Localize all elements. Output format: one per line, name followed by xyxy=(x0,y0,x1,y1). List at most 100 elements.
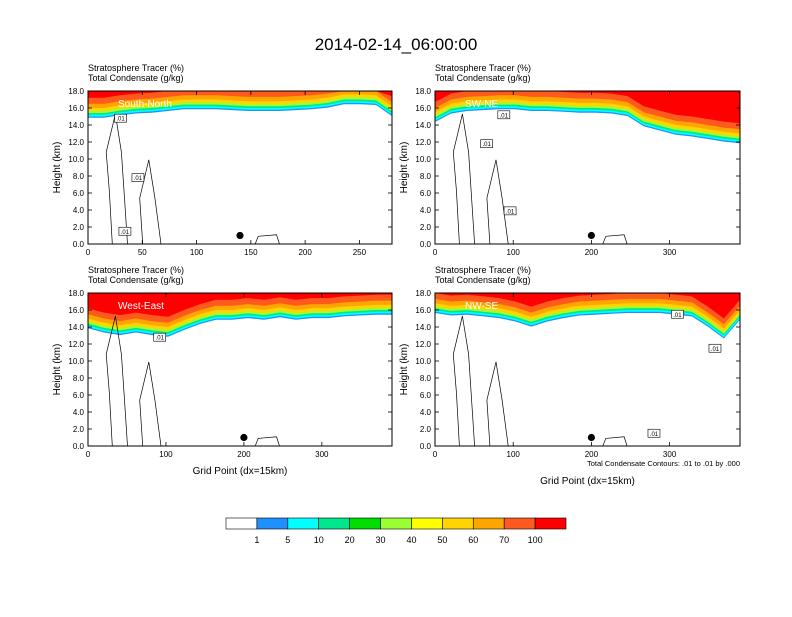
contour-label: .01 xyxy=(673,313,682,319)
condensate-contour xyxy=(139,361,162,446)
contour-label-box xyxy=(671,309,684,319)
x-axis-label: Grid Point (dx=15km) xyxy=(193,466,288,477)
condensate-contour xyxy=(452,315,475,446)
x-tick-label: 150 xyxy=(244,248,258,257)
section-name: NW-SE xyxy=(465,301,498,312)
contour-label: .01 xyxy=(116,117,125,123)
y-tick-label: 18.0 xyxy=(68,87,84,96)
plot-frame xyxy=(434,90,741,245)
colorbar-swatch xyxy=(411,517,443,530)
y-tick-label: 8.0 xyxy=(420,172,432,181)
contour-label-box xyxy=(131,173,145,182)
x-tick-label: 300 xyxy=(315,450,329,459)
location-marker xyxy=(587,231,596,240)
condensate-contour xyxy=(139,159,162,244)
condensate-contour xyxy=(486,361,509,446)
condensate-contour xyxy=(105,315,128,446)
x-tick-label: 200 xyxy=(585,450,599,459)
y-axis-label: Height (km) xyxy=(52,344,63,396)
condensate-contour xyxy=(254,234,280,244)
figure-title: 2014-02-14_06:00:00 xyxy=(315,35,478,54)
colorbar-swatch xyxy=(503,517,536,530)
contour-label: .01 xyxy=(482,142,491,148)
colorbar-label: 10 xyxy=(314,535,324,545)
y-tick-label: 6.0 xyxy=(420,391,432,400)
colorbar-swatch xyxy=(442,517,474,530)
panel-sw-ne: Stratosphere Tracer (%)Total Condensate … xyxy=(399,63,741,257)
y-tick-label: 18.0 xyxy=(68,289,84,298)
y-tick-label: 6.0 xyxy=(73,391,85,400)
y-tick-label: 2.0 xyxy=(420,223,432,232)
plot-area: .01 .01 .01 xyxy=(435,293,740,446)
section-name: SW-NE xyxy=(465,99,498,110)
colorbar-label: 50 xyxy=(437,535,447,545)
y-tick-label: 0.0 xyxy=(420,442,432,451)
y-tick-label: 4.0 xyxy=(420,408,432,417)
y-axis-label: Height (km) xyxy=(52,142,63,194)
colorbar-swatch xyxy=(534,517,567,530)
panel-west-east: Stratosphere Tracer (%)Total Condensate … xyxy=(52,265,393,477)
panel-header-line2: Total Condensate (g/kg) xyxy=(435,275,531,285)
panel-header-line2: Total Condensate (g/kg) xyxy=(435,73,531,83)
plot-background xyxy=(435,293,740,446)
y-tick-label: 8.0 xyxy=(73,374,85,383)
contour-label: .01 xyxy=(711,347,720,353)
colorbar-label: 30 xyxy=(376,535,386,545)
plot-frame xyxy=(434,292,741,447)
tracer-band xyxy=(88,91,392,104)
section-name: South-North xyxy=(118,99,172,110)
colorbar: 1 5 10 20 30 40 50 60 70 100 xyxy=(225,517,567,545)
y-axis-label: Height (km) xyxy=(399,142,410,194)
y-tick-label: 10.0 xyxy=(68,155,84,164)
contour-label-box xyxy=(114,113,127,123)
y-tick-label: 14.0 xyxy=(68,323,84,332)
panel-nw-se: Stratosphere Tracer (%)Total Condensate … xyxy=(399,265,741,487)
condensate-contour xyxy=(452,113,475,244)
tracer-band xyxy=(88,293,392,317)
contour-label-box xyxy=(480,139,493,148)
colorbar-swatch xyxy=(256,517,289,530)
y-tick-label: 18.0 xyxy=(415,87,431,96)
y-tick-label: 6.0 xyxy=(420,189,432,198)
colorbar-swatch xyxy=(318,517,350,530)
y-tick-label: 4.0 xyxy=(420,206,432,215)
location-marker xyxy=(240,433,248,442)
y-tick-label: 8.0 xyxy=(73,172,85,181)
panel-header-line1: Stratosphere Tracer (%) xyxy=(435,63,531,73)
contour-label: .01 xyxy=(506,209,515,215)
panel-header-line2: Total Condensate (g/kg) xyxy=(88,275,184,285)
y-tick-label: 16.0 xyxy=(68,104,84,113)
plot-background xyxy=(88,91,392,244)
y-tick-label: 12.0 xyxy=(68,138,84,147)
x-tick-label: 200 xyxy=(237,450,251,459)
contour-label: .01 xyxy=(121,230,130,236)
panel-header-line2: Total Condensate (g/kg) xyxy=(88,73,184,83)
colorbar-swatch xyxy=(349,517,381,530)
x-tick-label: 300 xyxy=(663,450,677,459)
y-tick-label: 4.0 xyxy=(73,206,85,215)
y-tick-label: 2.0 xyxy=(420,425,432,434)
tracer-band xyxy=(435,293,740,325)
y-tick-label: 16.0 xyxy=(415,306,431,315)
tracer-band xyxy=(435,91,740,124)
y-tick-label: 0.0 xyxy=(420,240,432,249)
x-tick-label: 250 xyxy=(353,248,367,257)
y-tick-label: 10.0 xyxy=(68,357,84,366)
condensate-contour xyxy=(254,436,280,446)
location-marker xyxy=(587,433,596,442)
y-tick-label: 10.0 xyxy=(415,357,431,366)
y-tick-label: 4.0 xyxy=(73,408,85,417)
y-tick-label: 18.0 xyxy=(415,289,431,298)
y-axis-label: Height (km) xyxy=(399,344,410,396)
x-tick-label: 0 xyxy=(433,248,438,257)
x-axis-label: Grid Point (dx=15km) xyxy=(540,476,635,487)
y-tick-label: 2.0 xyxy=(73,223,85,232)
y-tick-label: 14.0 xyxy=(415,121,431,130)
contour-label-box xyxy=(647,428,661,438)
colorbar-label: 5 xyxy=(285,535,290,545)
contour-label: .01 xyxy=(134,176,143,182)
y-tick-label: 14.0 xyxy=(415,323,431,332)
x-tick-label: 200 xyxy=(585,248,599,257)
